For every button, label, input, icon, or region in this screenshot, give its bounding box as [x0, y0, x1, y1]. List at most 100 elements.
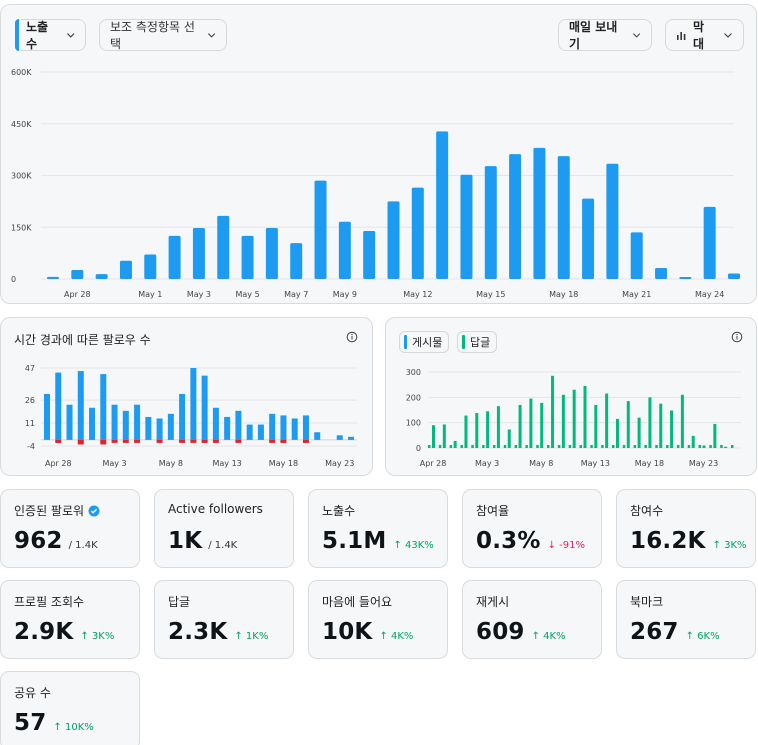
x-tick-label: May 23 [689, 459, 718, 468]
x-tick-label: May 7 [284, 290, 308, 299]
stat-label-text: 인증된 팔로워 [14, 504, 85, 518]
stat-tile[interactable]: 참여수 16.2K ↑ 3K% [616, 489, 756, 568]
x-tick-label: May 3 [187, 290, 211, 299]
posts-bar [471, 445, 474, 448]
replies-swatch [462, 335, 465, 349]
posts-bar [720, 445, 723, 448]
x-tick-label: May 3 [475, 459, 499, 468]
unfollows-bar [179, 439, 186, 443]
posts-bar [655, 445, 658, 448]
stat-label-text: 마음에 들어요 [322, 595, 393, 609]
unfollows-bar [212, 439, 219, 443]
bar [241, 235, 254, 279]
stat-value-row: 5.1M ↑ 43K% [322, 528, 434, 554]
chevron-down-icon [66, 33, 74, 38]
posts-bar [622, 445, 626, 448]
stat-delta-up: ↑ 10K% [53, 722, 94, 733]
chevron-down-icon [724, 33, 732, 38]
posts-bar [557, 445, 561, 448]
stat-delta-up: ↑ 6K% [685, 631, 720, 642]
stat-label-text: 답글 [168, 595, 191, 609]
follows-bar [100, 374, 107, 440]
metric-select[interactable]: 노출수 [15, 19, 86, 51]
bar [411, 187, 424, 279]
stat-label: 재게시 [476, 593, 509, 610]
stat-delta-up: ↑ 3K% [712, 540, 747, 551]
x-tick-label: May 18 [269, 459, 298, 468]
replies-bar [691, 435, 695, 448]
bar [265, 227, 278, 279]
replies-bar [561, 394, 565, 448]
info-icon[interactable] [346, 331, 358, 343]
export-select[interactable]: 매일 보내기 [558, 19, 652, 51]
stat-value-row: 0.3% ↓ -91% [476, 528, 585, 554]
follows-bar [302, 415, 309, 440]
bar [217, 215, 230, 279]
follows-bar [336, 435, 343, 440]
stat-tile[interactable]: 공유 수 57 ↑ 10K% [0, 671, 140, 745]
stat-value-row: 57 ↑ 10K% [14, 710, 94, 736]
stat-label: 북마크 [630, 593, 663, 610]
posts-bar [676, 445, 680, 448]
posts-bar [460, 445, 463, 448]
x-tick-label: May 18 [549, 290, 578, 299]
follows-bar [122, 410, 129, 440]
legend-posts[interactable]: 게시물 [399, 331, 450, 353]
replies-bar [529, 398, 533, 448]
info-icon[interactable] [731, 331, 743, 343]
replies-bar [637, 417, 641, 448]
unfollows-bar [55, 439, 62, 443]
follows-bar [224, 416, 231, 440]
follows-bar [246, 424, 253, 440]
stat-tile[interactable]: 북마크 267 ↑ 6K% [616, 580, 756, 659]
x-tick-label: May 13 [581, 459, 610, 468]
bar-chart-icon [676, 32, 686, 40]
stat-tile[interactable]: 재게시 609 ↑ 4K% [462, 580, 602, 659]
stat-tile[interactable]: 참여율 0.3% ↓ -91% [462, 489, 602, 568]
stat-value-row: 10K ↑ 4K% [322, 619, 413, 645]
chart-type-select[interactable]: 막대 [665, 19, 744, 51]
stat-delta-up: ↑ 4K% [531, 631, 566, 642]
stat-tile[interactable]: 인증된 팔로워 962 / 1.4K [0, 489, 140, 568]
stat-value: 16.2K [630, 528, 706, 554]
bar [630, 232, 643, 279]
replies-bar [540, 402, 544, 448]
stat-label-text: 공유 수 [14, 686, 51, 700]
stat-label: 마음에 들어요 [322, 593, 392, 610]
follows-bar [212, 407, 219, 440]
replies-bar [724, 446, 728, 448]
posts-bar [514, 445, 518, 448]
x-tick-label: May 24 [695, 290, 724, 299]
y-tick-label: 200 [406, 393, 421, 402]
legend-replies[interactable]: 답글 [457, 331, 498, 353]
bar [655, 267, 668, 279]
stat-delta-up: ↑ 3K% [80, 631, 115, 642]
replies-bar [432, 425, 435, 448]
replies-bar [442, 424, 446, 448]
replies-bar [713, 423, 717, 448]
follows-bar [89, 407, 96, 440]
stat-tile[interactable]: 프로필 조회수 2.9K ↑ 3K% [0, 580, 140, 659]
follows-bar [179, 394, 186, 440]
follows-bar [269, 413, 276, 440]
secondary-metric-select[interactable]: 보조 측정항목 선택 [99, 19, 227, 51]
stat-label: Active followers [168, 502, 263, 516]
unfollows-bar [134, 439, 141, 443]
secondary-metric-label: 보조 측정항목 선택 [110, 20, 195, 51]
x-tick-label: May 13 [213, 459, 242, 468]
stat-tile[interactable]: 노출수 5.1M ↑ 43K% [308, 489, 448, 568]
stat-total: / 1.4K [68, 540, 98, 551]
bar [484, 166, 497, 279]
stat-delta-up: ↑ 1K% [234, 631, 269, 642]
stat-tile[interactable]: Active followers 1K / 1.4K [154, 489, 294, 568]
x-tick-label: May 8 [159, 459, 183, 468]
posts-bar [503, 445, 507, 448]
stat-label-text: 참여율 [476, 504, 510, 518]
y-tick-label: 47 [25, 364, 35, 373]
posts-swatch [404, 335, 407, 349]
unfollows-bar [201, 439, 208, 443]
stat-tile[interactable]: 마음에 들어요 10K ↑ 4K% [308, 580, 448, 659]
y-tick-label: 150K [11, 223, 32, 232]
stat-tile[interactable]: 답글 2.3K ↑ 1K% [154, 580, 294, 659]
stat-value: 962 [14, 528, 63, 554]
